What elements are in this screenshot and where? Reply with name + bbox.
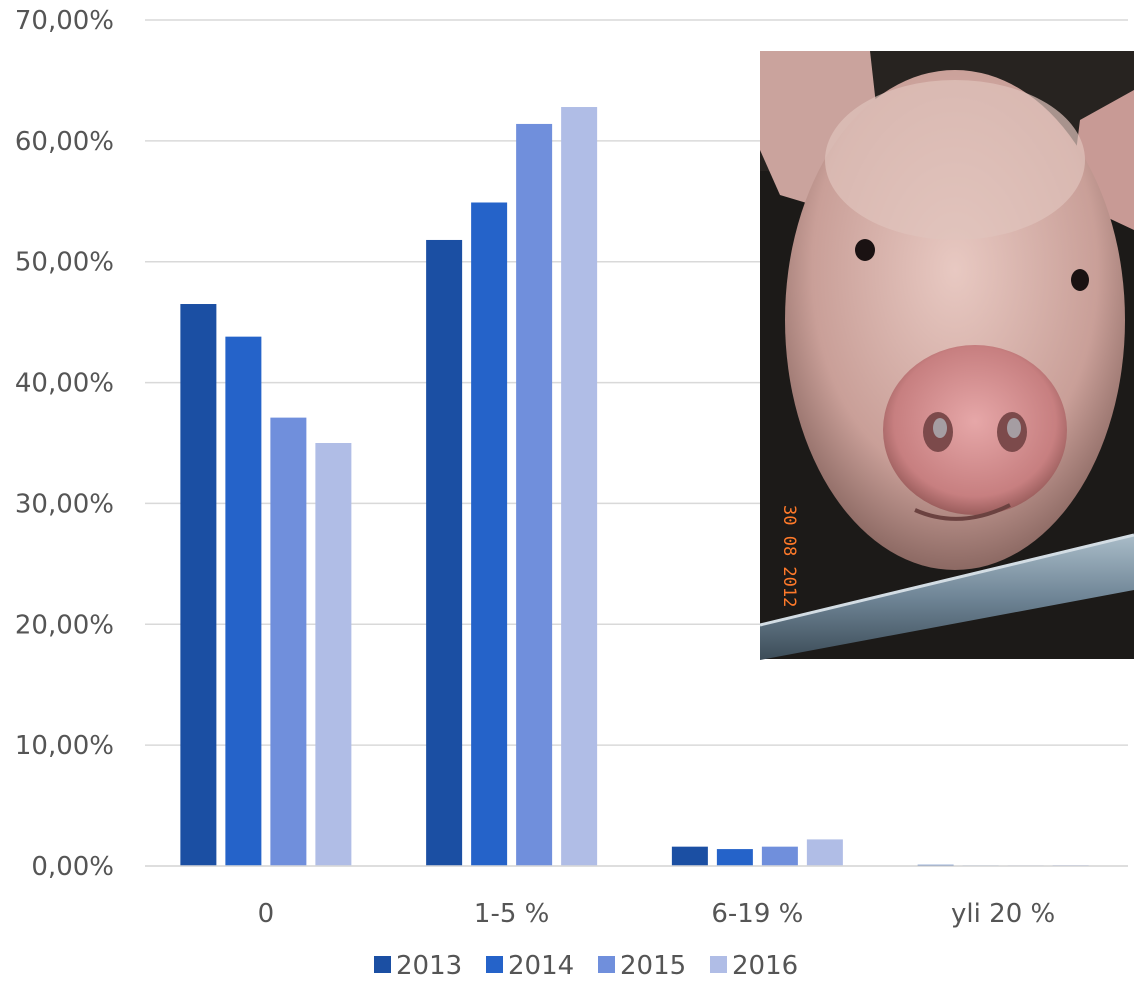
x-tick-label: 6-19 % xyxy=(711,899,803,929)
y-axis: 0,00% 10,00% 20,00% 30,00% 40,00% 50,00% 60,00… xyxy=(15,6,114,882)
bar-2014-1 xyxy=(471,202,508,867)
gridlines xyxy=(145,19,1128,867)
bar-2013-2 xyxy=(671,846,708,866)
bar-2016-2 xyxy=(806,839,843,866)
bar-2016-1 xyxy=(561,107,598,866)
legend-label-2015: 2015 xyxy=(620,951,686,981)
bar-2013-0 xyxy=(180,304,217,866)
y-tick-label: 0,00% xyxy=(31,852,114,882)
photo-date-stamp: 30 08 2012 xyxy=(779,505,799,607)
x-tick-label: yli 20 % xyxy=(951,899,1055,929)
y-tick-label: 40,00% xyxy=(15,369,114,399)
legend-swatch-2014 xyxy=(486,956,503,973)
bar-2016-0 xyxy=(315,443,352,866)
y-tick-label: 10,00% xyxy=(15,731,114,761)
y-tick-label: 70,00% xyxy=(15,6,114,36)
bar-2015-1 xyxy=(516,123,553,867)
legend-label-2016: 2016 xyxy=(732,951,798,981)
bars xyxy=(180,107,1089,867)
bar-2013-1 xyxy=(426,239,463,866)
y-tick-label: 20,00% xyxy=(15,610,114,640)
legend-swatch-2016 xyxy=(710,956,727,973)
bar-2015-2 xyxy=(761,846,798,866)
y-tick-label: 30,00% xyxy=(15,489,114,519)
x-tick-label: 0 xyxy=(258,899,275,929)
x-tick-label: 1-5 % xyxy=(474,899,549,929)
legend-label-2013: 2013 xyxy=(396,951,462,981)
legend-swatch-2015 xyxy=(598,956,615,973)
bar-2015-0 xyxy=(270,417,307,866)
legend: 2013 2014 2015 2016 xyxy=(374,951,798,981)
y-tick-label: 60,00% xyxy=(15,127,114,157)
pig-photo: 30 08 2012 xyxy=(759,51,1134,660)
y-tick-label: 50,00% xyxy=(15,248,114,278)
bar-2014-0 xyxy=(225,336,262,866)
legend-swatch-2013 xyxy=(374,956,391,973)
x-axis: 0 1-5 % 6-19 % yli 20 % xyxy=(145,865,1128,929)
legend-label-2014: 2014 xyxy=(508,951,574,981)
bar-2014-2 xyxy=(716,849,753,866)
